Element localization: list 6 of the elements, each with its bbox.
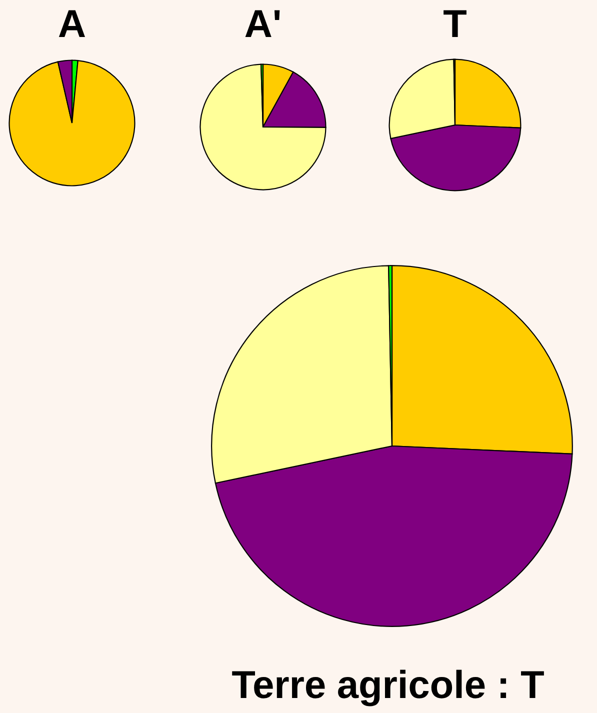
text: Terre agricole : T [232,670,544,706]
chart-title: A' [245,10,280,38]
chart-title: A [58,10,86,38]
chart-title: T [444,10,466,38]
pie-slice [200,64,326,190]
pie-slice [8,60,136,186]
